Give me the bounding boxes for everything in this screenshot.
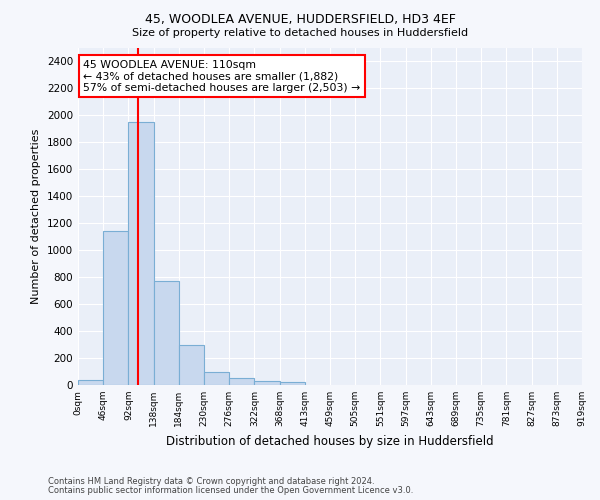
Y-axis label: Number of detached properties: Number of detached properties [31,128,41,304]
Bar [179,345,204,385]
Bar [103,231,128,385]
Bar [154,281,179,385]
Text: 45, WOODLEA AVENUE, HUDDERSFIELD, HD3 4EF: 45, WOODLEA AVENUE, HUDDERSFIELD, HD3 4E… [145,12,455,26]
X-axis label: Distribution of detached houses by size in Huddersfield: Distribution of detached houses by size … [166,434,494,448]
Bar [254,381,280,385]
Bar [204,372,229,385]
Bar [229,378,254,385]
Text: Size of property relative to detached houses in Huddersfield: Size of property relative to detached ho… [132,28,468,38]
Text: 45 WOODLEA AVENUE: 110sqm
← 43% of detached houses are smaller (1,882)
57% of se: 45 WOODLEA AVENUE: 110sqm ← 43% of detac… [83,60,361,93]
Bar [128,122,154,385]
Bar [280,382,305,385]
Text: Contains public sector information licensed under the Open Government Licence v3: Contains public sector information licen… [48,486,413,495]
Bar [78,380,103,385]
Text: Contains HM Land Registry data © Crown copyright and database right 2024.: Contains HM Land Registry data © Crown c… [48,477,374,486]
